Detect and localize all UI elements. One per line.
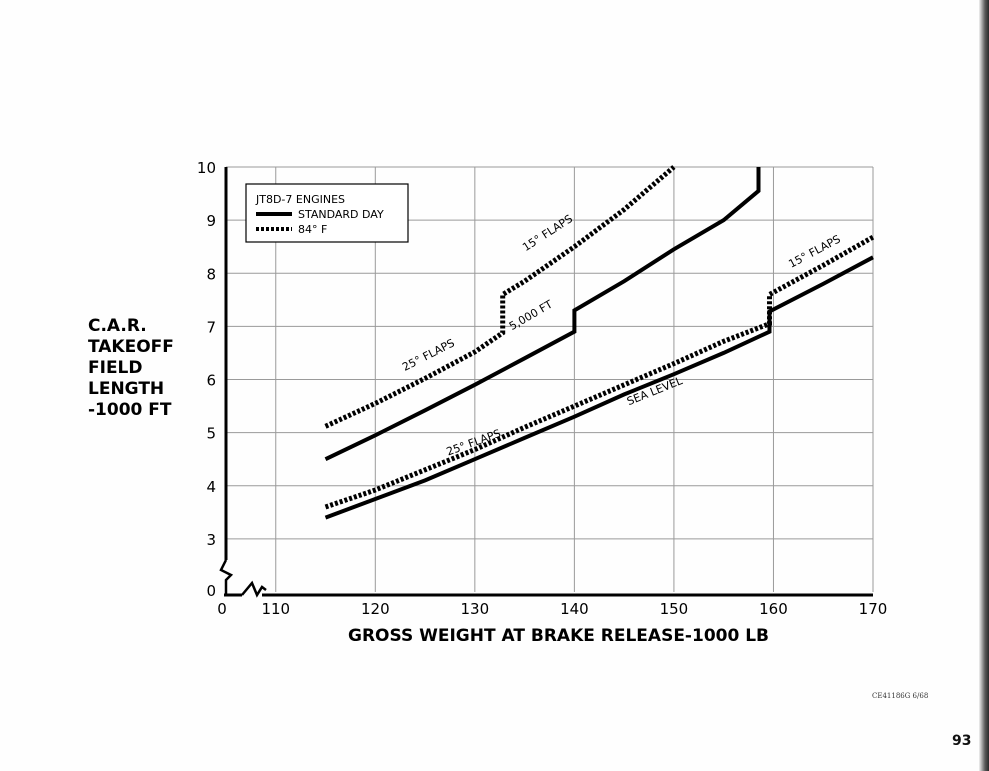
y-tick-label: 9 — [206, 212, 216, 230]
x-tick-label: 0 — [217, 600, 227, 618]
x-tick-label: 160 — [759, 600, 788, 618]
legend-label: STANDARD DAY — [298, 208, 384, 221]
x-axis-title: GROSS WEIGHT AT BRAKE RELEASE-1000 LB — [348, 626, 769, 646]
series-line-84f — [324, 165, 676, 429]
y-tick-label: 8 — [206, 265, 216, 283]
series-line-84f — [324, 234, 875, 510]
y-tick-label: 3 — [206, 531, 216, 549]
figure-code: CE41186G 6/68 — [872, 692, 929, 700]
y-tick-label: 5 — [206, 425, 216, 443]
y-tick-label: 7 — [206, 318, 216, 336]
y-tick-label: 4 — [206, 478, 216, 496]
x-tick-label: 170 — [859, 600, 888, 618]
page-number: 93 — [952, 733, 972, 749]
x-axis-break — [241, 580, 267, 598]
x-tick-label: 150 — [660, 600, 689, 618]
y-axis-label-line-1: C.A.R. — [88, 316, 147, 336]
y-axis-label-line-5: -1000 FT — [88, 400, 172, 420]
y-axis-label-line-4: LENGTH — [88, 379, 165, 399]
y-axis-label-line-3: FIELD — [88, 358, 143, 378]
legend-label: 84° F — [298, 223, 327, 236]
curve-annotation: 15° FLAPS — [520, 212, 575, 254]
series-line-standard-day — [324, 167, 761, 462]
curve-annotation: 5,000 FT — [507, 298, 555, 333]
x-tick-label: 110 — [261, 600, 290, 618]
y-tick-label: 0 — [206, 582, 216, 600]
legend-title: JT8D-7 ENGINES — [255, 193, 345, 206]
x-tick-label: 140 — [560, 600, 589, 618]
x-tick-label: 120 — [361, 600, 390, 618]
x-tick-label: 130 — [461, 600, 490, 618]
y-tick-label: 6 — [206, 372, 216, 390]
y-axis-break — [219, 559, 234, 595]
page-edge — [979, 0, 989, 771]
y-axis-label-line-2: TAKEOFF — [88, 337, 174, 357]
y-tick-label: 10 — [197, 159, 216, 177]
curve-annotation: 15° FLAPS — [786, 232, 842, 270]
y-axis-label: C.A.R. TAKEOFF FIELD LENGTH -1000 FT — [88, 316, 174, 421]
